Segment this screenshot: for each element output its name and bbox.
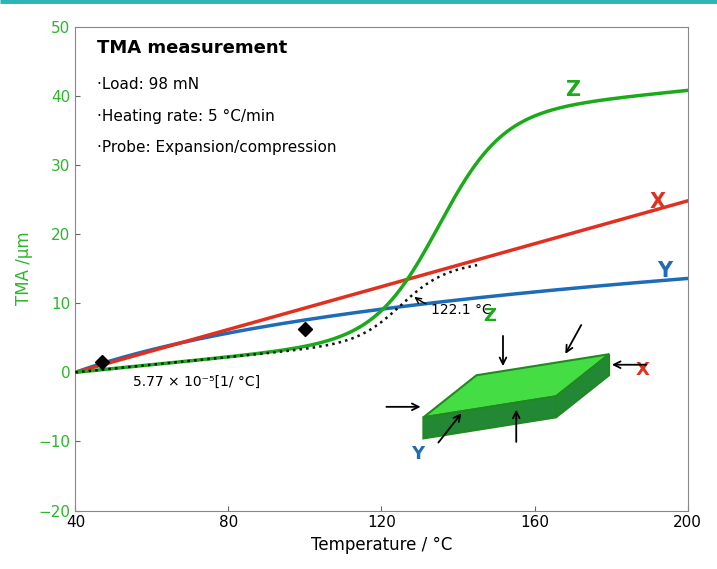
Text: Y: Y	[412, 446, 424, 464]
Text: 5.77 × 10⁻⁵[1/ °C]: 5.77 × 10⁻⁵[1/ °C]	[133, 375, 260, 389]
Text: ·Heating rate: 5 °C/min: ·Heating rate: 5 °C/min	[97, 109, 275, 124]
Text: ·Probe: Expansion/compression: ·Probe: Expansion/compression	[97, 141, 336, 155]
Text: X: X	[635, 361, 650, 380]
Text: Z: Z	[483, 307, 496, 324]
Polygon shape	[423, 396, 556, 438]
Text: 122.1 °C: 122.1 °C	[416, 298, 492, 316]
Y-axis label: TMA /μm: TMA /μm	[15, 232, 33, 306]
Polygon shape	[556, 354, 609, 418]
Polygon shape	[423, 354, 609, 418]
Text: Z: Z	[565, 80, 580, 100]
Text: TMA measurement: TMA measurement	[97, 39, 287, 57]
Text: ·Load: 98 mN: ·Load: 98 mN	[97, 77, 199, 93]
X-axis label: Temperature / °C: Temperature / °C	[310, 536, 452, 554]
Text: Y: Y	[657, 262, 672, 282]
Text: X: X	[650, 192, 665, 212]
